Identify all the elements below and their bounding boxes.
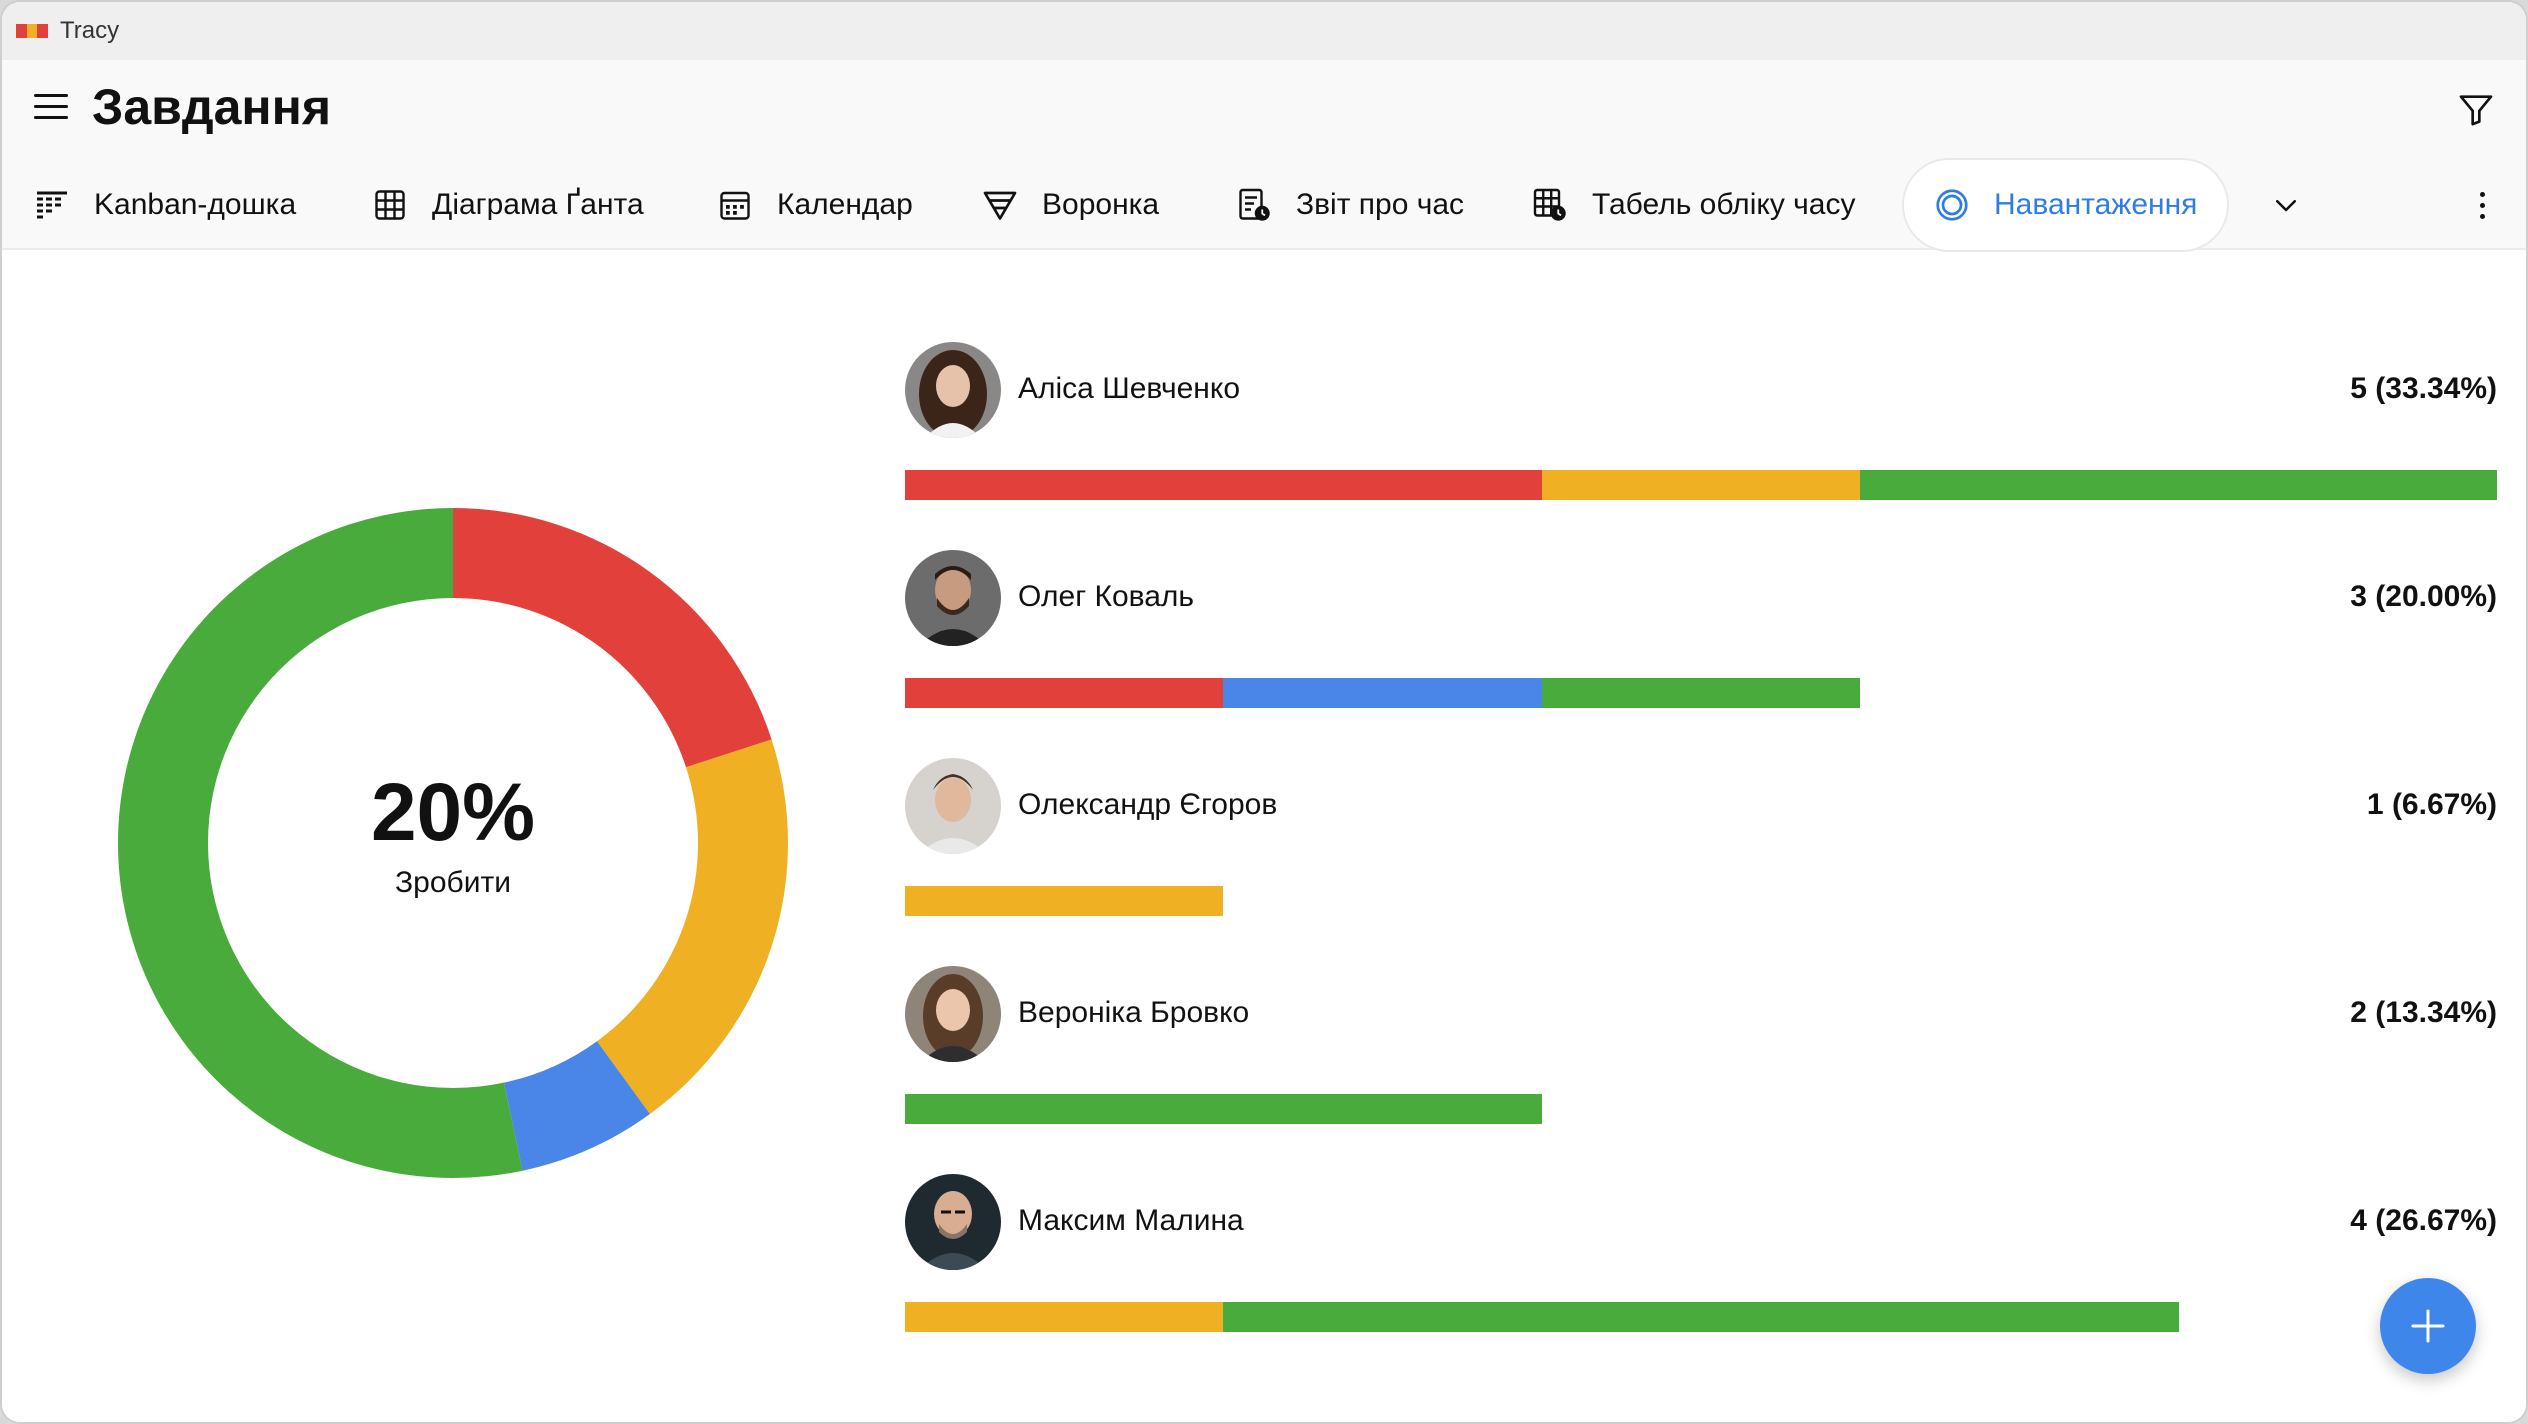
tab-funnel-label: Воронка <box>1042 188 1160 221</box>
kanban-icon <box>37 191 67 219</box>
donut-slice <box>453 508 772 768</box>
hamburger-menu-icon[interactable] <box>34 92 70 122</box>
donut-slice <box>118 508 523 1178</box>
bar-segment <box>905 470 1542 500</box>
tab-calendar[interactable]: Календар <box>717 158 913 252</box>
bar-segment <box>905 886 1224 916</box>
app-logo-icon <box>16 24 49 38</box>
user-name: Олександр Єгоров <box>1018 788 1278 821</box>
workload-icon <box>1936 189 1968 221</box>
user-name: Аліса Шевченко <box>1018 372 1240 405</box>
user-status-bar <box>905 678 1861 708</box>
tab-gantt[interactable]: Діаграма Ґанта <box>372 158 644 252</box>
timesheet-icon <box>1533 188 1566 221</box>
tab-calendar-label: Календар <box>777 188 913 221</box>
user-status-bar <box>905 1094 1542 1124</box>
header: Завдання Kanban-дошка Діаграма Ґанта <box>2 60 2526 252</box>
chevron-down-icon <box>2276 200 2296 212</box>
workload-view: 20% Зробити Аліса Шевченко 5 (33.34%) <box>2 252 2526 1422</box>
user-task-count: 2 (13.34%) <box>2350 996 2497 1029</box>
title-bar: Tracy <box>2 2 2526 60</box>
funnel-icon <box>983 191 1017 220</box>
donut-slice <box>503 1041 650 1171</box>
donut-slice <box>597 739 789 1115</box>
avatar[interactable] <box>905 758 1001 854</box>
donut-percent: 20% <box>370 767 536 858</box>
donut-center: 20% Зробити <box>112 772 794 900</box>
more-options-icon[interactable] <box>2462 158 2502 252</box>
tab-workload[interactable]: Навантаження <box>1902 158 2230 252</box>
user-task-count: 4 (26.67%) <box>2350 1204 2497 1237</box>
status-donut-chart <box>118 508 789 1178</box>
tab-time-report[interactable]: Звіт про час <box>1236 158 1464 252</box>
tab-kanban-label: Kanban-дошка <box>94 188 297 221</box>
add-task-button[interactable] <box>2380 1278 2476 1374</box>
bar-segment <box>1860 470 2497 500</box>
tab-time-report-label: Звіт про час <box>1296 188 1465 221</box>
avatar[interactable] <box>905 966 1001 1062</box>
bar-segment <box>905 1302 1224 1332</box>
gantt-icon <box>375 190 405 220</box>
bar-segment <box>1223 1302 2179 1332</box>
tab-timesheet[interactable]: Табель обліку часу <box>1532 158 1855 252</box>
user-row: Олег Коваль 3 (20.00%) <box>905 550 2497 720</box>
tab-kanban[interactable]: Kanban-дошка <box>34 158 296 252</box>
tab-funnel[interactable]: Воронка <box>982 158 1159 252</box>
user-row: Максим Малина 4 (26.67%) <box>905 1174 2497 1344</box>
avatar[interactable] <box>905 550 1001 646</box>
user-name: Вероніка Бровко <box>1018 996 1250 1029</box>
bar-segment <box>1223 678 1542 708</box>
avatar[interactable] <box>905 342 1001 438</box>
user-row: Вероніка Бровко 2 (13.34%) <box>905 966 2497 1136</box>
plus-icon <box>2411 1309 2445 1343</box>
user-task-count: 5 (33.34%) <box>2350 372 2497 405</box>
tab-gantt-label: Діаграма Ґанта <box>432 188 644 221</box>
user-row: Аліса Шевченко 5 (33.34%) <box>905 342 2497 512</box>
user-name: Максим Малина <box>1018 1204 1244 1237</box>
user-task-count: 3 (20.00%) <box>2350 580 2497 613</box>
user-task-count: 1 (6.67%) <box>2366 788 2497 821</box>
user-name: Олег Коваль <box>1018 580 1195 613</box>
bar-segment <box>1541 470 1861 500</box>
tab-workload-label: Навантаження <box>1994 188 2198 221</box>
time-report-icon <box>1239 188 1270 221</box>
bar-segment <box>1541 678 1861 708</box>
window-title: Tracy <box>60 17 120 44</box>
tab-timesheet-label: Табель обліку часу <box>1592 188 1856 221</box>
bar-segment <box>905 678 1224 708</box>
calendar-icon <box>720 191 750 220</box>
filter-icon[interactable] <box>2456 90 2496 130</box>
more-tabs-button[interactable] <box>2256 158 2316 252</box>
page-title: Завдання <box>92 79 331 135</box>
donut-label: Зробити <box>395 866 511 899</box>
bar-segment <box>905 1094 1542 1124</box>
avatar[interactable] <box>905 1174 1001 1270</box>
user-status-bar <box>905 886 1224 916</box>
user-row: Олександр Єгоров 1 (6.67%) <box>905 758 2497 928</box>
view-tabs: Kanban-дошка Діаграма Ґанта Календар <box>2 158 2526 252</box>
user-status-bar <box>905 1302 2179 1332</box>
user-status-bar <box>905 470 2497 500</box>
